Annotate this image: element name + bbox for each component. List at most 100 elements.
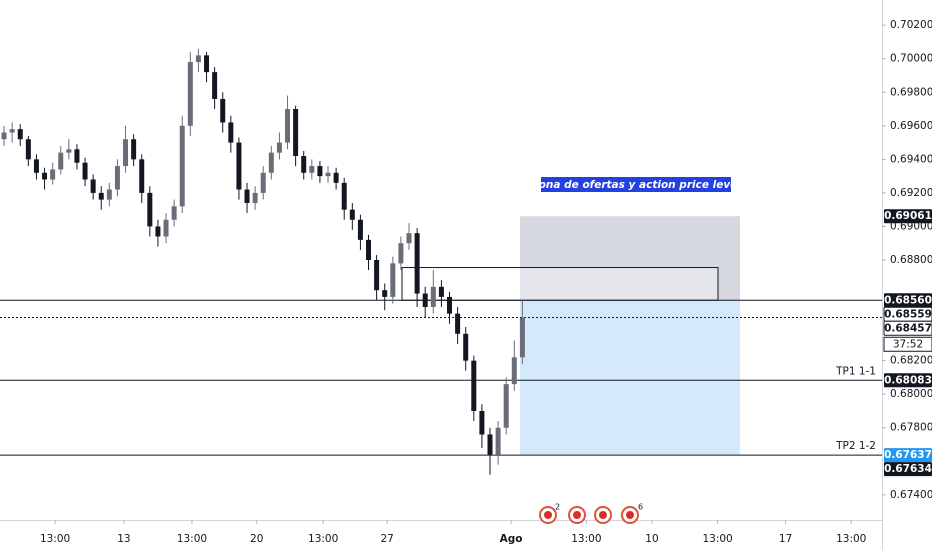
candle-body (276, 142, 282, 153)
candle-body (301, 156, 307, 173)
price-label-bg (884, 293, 932, 308)
price-label: 0.69061 (884, 210, 932, 222)
event-flag (599, 511, 607, 519)
y-tick-label: 0.68800 (890, 254, 932, 266)
candle-body (487, 434, 493, 455)
price-label-bg (884, 462, 932, 477)
candle-body (447, 296, 453, 314)
candle-body (285, 109, 291, 143)
x-tick-label: 13:00 (702, 533, 732, 545)
candle-body (455, 313, 461, 334)
countdown-bg (883, 336, 932, 352)
candle-body (212, 72, 218, 99)
x-tick-label: 17 (779, 533, 792, 545)
candle-body (106, 189, 112, 200)
candle-body (17, 129, 23, 140)
price-label: 0.68559 (884, 308, 932, 320)
y-tick-label: 0.69600 (890, 120, 932, 132)
candle-body (33, 159, 39, 173)
candle-body (325, 172, 331, 177)
price-label: 0.68083 (884, 374, 932, 386)
countdown: 37:52 (893, 338, 923, 350)
candle-body (374, 260, 380, 291)
y-tick-label: 0.68000 (890, 388, 932, 400)
candle-body (333, 172, 339, 183)
x-tick-label: 10 (645, 533, 658, 545)
candle-body (74, 149, 80, 163)
candle-body (341, 182, 347, 210)
candle-body (131, 139, 137, 160)
price-label-bg (884, 209, 932, 224)
y-tick-label: 0.68200 (890, 355, 932, 367)
level-tag: TP2 1-2 (835, 440, 876, 452)
candle-body (171, 206, 177, 220)
candle-body (503, 384, 509, 428)
candle-body (495, 427, 501, 455)
x-tick-label: 13:00 (177, 533, 207, 545)
y-tick-label: 0.69800 (890, 86, 932, 98)
candle-body (519, 317, 525, 358)
event-flag (544, 511, 552, 519)
x-tick-label: 13:00 (308, 533, 338, 545)
candle-body (195, 55, 201, 63)
candle-body (390, 263, 396, 297)
x-tick-label: Ago (500, 533, 523, 545)
price-label: 0.67634 (884, 463, 932, 475)
x-tick-label: 27 (380, 533, 393, 545)
y-tick-label: 0.70000 (890, 53, 932, 65)
y-tick-label: 0.67800 (890, 422, 932, 434)
candle-body (349, 209, 355, 220)
candle-body (1, 132, 7, 140)
candle-body (155, 226, 161, 237)
event-flag (573, 511, 581, 519)
zone-label: Zona de ofertas y action price level (530, 179, 741, 191)
candle-body (50, 169, 56, 180)
zone-label-bg (541, 177, 731, 192)
price-label-bg (883, 320, 932, 336)
candle-body (236, 142, 242, 190)
candle-body (220, 98, 226, 123)
event-flag (626, 511, 634, 519)
candle-body (398, 243, 404, 264)
x-tick-label: 13:00 (40, 533, 70, 545)
candle-body (422, 293, 428, 307)
supply-zone (401, 267, 719, 301)
candle-body (438, 286, 444, 297)
candle-body (228, 122, 234, 143)
level-tag: TP1 1-1 (835, 365, 876, 377)
candle-body (471, 360, 477, 411)
candle-body (252, 192, 258, 203)
candle-body (293, 109, 299, 156)
y-tick-label: 0.69200 (890, 187, 932, 199)
price-label: 0.67637 (884, 449, 932, 461)
x-tick-label: 13 (117, 533, 130, 545)
candle-body (9, 129, 15, 133)
stop-zone (520, 216, 740, 301)
candle-body (511, 357, 517, 385)
candle-body (139, 159, 145, 193)
candle-body (357, 219, 363, 240)
candle-body (66, 149, 72, 153)
candle-body (414, 233, 420, 294)
event-count: 2 (555, 503, 560, 512)
candle-body (58, 152, 64, 170)
candle-body (114, 166, 120, 190)
candle-body (90, 179, 96, 193)
x-tick-label: 13:00 (571, 533, 601, 545)
candle-body (260, 172, 266, 193)
candle-body (98, 192, 104, 200)
candle-body (463, 333, 469, 361)
candle-body (204, 55, 210, 73)
event-count: 6 (638, 503, 643, 512)
x-tick-label: 20 (250, 533, 263, 545)
candle-body (123, 139, 129, 167)
candle-body (187, 62, 193, 126)
target-zone (520, 300, 740, 456)
candle-body (268, 152, 274, 173)
candle-body (82, 162, 88, 180)
price-label: 0.68457 (884, 322, 932, 334)
candle-body (42, 172, 48, 180)
x-tick-label: 13:00 (836, 533, 866, 545)
y-tick-label: 0.67400 (890, 489, 932, 501)
